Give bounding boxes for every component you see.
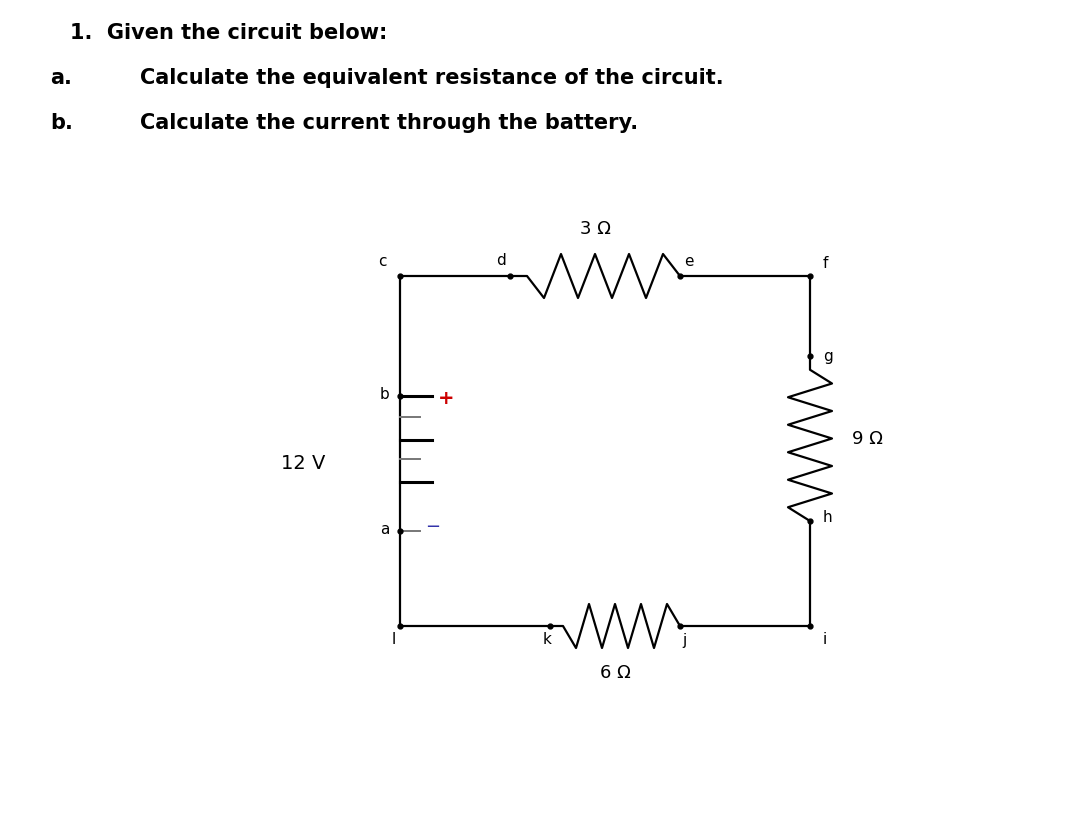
Text: b: b (380, 387, 390, 402)
Text: 1.  Given the circuit below:: 1. Given the circuit below: (70, 23, 388, 43)
Text: i: i (823, 632, 827, 647)
Text: d: d (497, 253, 507, 268)
Text: 9 Ω: 9 Ω (852, 430, 882, 448)
Text: j: j (683, 632, 687, 647)
Text: Calculate the equivalent resistance of the circuit.: Calculate the equivalent resistance of t… (140, 68, 724, 88)
Text: c: c (378, 254, 387, 269)
Text: b.: b. (50, 113, 72, 133)
Text: e: e (684, 254, 693, 269)
Text: 12 V: 12 V (281, 454, 325, 473)
Text: Calculate the current through the battery.: Calculate the current through the batter… (140, 113, 638, 133)
Text: h: h (823, 509, 833, 524)
Text: k: k (543, 632, 552, 647)
Text: 3 Ω: 3 Ω (580, 220, 610, 238)
Text: −: − (426, 518, 441, 536)
Text: +: + (438, 389, 455, 407)
Text: g: g (823, 348, 833, 363)
Text: a.: a. (50, 68, 72, 88)
Text: a: a (380, 522, 390, 537)
Text: l: l (391, 632, 395, 647)
Text: f: f (823, 256, 828, 271)
Text: 6 Ω: 6 Ω (599, 664, 631, 682)
